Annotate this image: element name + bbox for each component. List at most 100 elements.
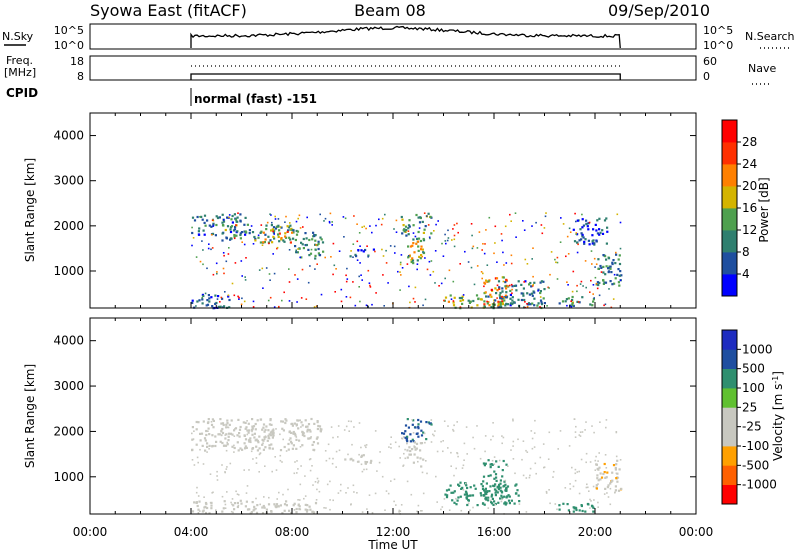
power-cell bbox=[271, 221, 273, 224]
power-cell bbox=[462, 294, 465, 296]
power-cell bbox=[476, 247, 479, 249]
power-cell bbox=[607, 257, 611, 260]
velocity-cell bbox=[493, 463, 496, 465]
velocity-cell bbox=[482, 502, 485, 505]
colorbar-tick-label: 100 bbox=[742, 381, 765, 395]
velocity-cell bbox=[325, 507, 327, 509]
power-cell bbox=[418, 221, 422, 224]
power-cell bbox=[299, 256, 301, 259]
power-cell bbox=[233, 228, 237, 231]
power-cell bbox=[317, 247, 320, 251]
power-cell bbox=[317, 252, 320, 255]
velocity-cell bbox=[579, 431, 582, 433]
velocity-cell bbox=[298, 439, 301, 442]
power-cell bbox=[424, 225, 427, 228]
power-cell bbox=[283, 240, 286, 243]
power-cell bbox=[211, 305, 214, 308]
velocity-cell bbox=[617, 477, 620, 479]
colorbar-swatch bbox=[722, 164, 737, 187]
velocity-cell bbox=[606, 492, 608, 494]
velocity-cell bbox=[412, 461, 415, 464]
power-cell bbox=[378, 218, 380, 221]
velocity-cell bbox=[196, 504, 199, 508]
velocity-cell bbox=[244, 445, 247, 448]
velocity-cell bbox=[264, 435, 267, 437]
velocity-cell bbox=[507, 499, 511, 502]
power-cell bbox=[470, 266, 473, 269]
power-cell bbox=[271, 241, 274, 244]
power-cell bbox=[268, 273, 271, 275]
velocity-cell bbox=[498, 488, 501, 491]
power-cell bbox=[464, 250, 466, 253]
power-cell bbox=[618, 274, 621, 277]
velocity-cell bbox=[370, 459, 373, 462]
velocity-cell bbox=[501, 442, 503, 445]
velocity-cell bbox=[306, 425, 309, 428]
velocity-cell bbox=[447, 425, 449, 427]
velocity-cell bbox=[319, 427, 322, 430]
velocity-cell bbox=[270, 434, 273, 437]
velocity-cell bbox=[195, 420, 198, 424]
velocity-cell bbox=[399, 510, 402, 512]
colorbar-swatch bbox=[722, 274, 737, 297]
velocity-cell bbox=[517, 438, 519, 441]
velocity-cell bbox=[435, 475, 437, 478]
power-cell bbox=[602, 265, 605, 268]
power-cell bbox=[609, 267, 612, 270]
power-cell bbox=[539, 281, 542, 284]
velocity-cell bbox=[512, 418, 514, 421]
power-cell bbox=[478, 231, 481, 233]
velocity-cell bbox=[548, 431, 551, 434]
power-cell bbox=[619, 247, 622, 250]
velocity-cell bbox=[192, 438, 195, 440]
power-cell bbox=[447, 229, 449, 232]
velocity-cell bbox=[489, 499, 492, 502]
velocity-cell bbox=[313, 448, 316, 451]
velocity-cell bbox=[585, 421, 587, 423]
velocity-cell bbox=[256, 439, 259, 442]
velocity-cell bbox=[515, 492, 518, 495]
velocity-cell bbox=[479, 457, 482, 460]
power-cell bbox=[395, 231, 398, 233]
velocity-cell bbox=[535, 472, 537, 475]
colorbar-tick-label: 4 bbox=[742, 267, 750, 281]
velocity-cell bbox=[485, 496, 488, 499]
freq-tick-top: 18 bbox=[70, 55, 84, 68]
power-cell bbox=[368, 282, 371, 284]
colorbar-tick-label: 28 bbox=[742, 135, 757, 149]
power-cell bbox=[278, 305, 280, 308]
velocity-cell bbox=[271, 433, 274, 436]
velocity-cell bbox=[607, 484, 610, 487]
x-ticklabels: 00:00 04:00 08:00 12:00 16:00 20:00 00:00 bbox=[73, 525, 714, 539]
velocity-cell bbox=[376, 470, 378, 472]
power-cell bbox=[472, 245, 475, 248]
velocity-cell bbox=[226, 422, 229, 425]
power-cell bbox=[499, 291, 502, 295]
power-cell bbox=[497, 303, 500, 306]
power-cell bbox=[364, 248, 367, 252]
x-tick-label: 00:00 bbox=[679, 525, 714, 539]
velocity-cell bbox=[283, 503, 287, 506]
power-cell bbox=[402, 224, 405, 227]
power-cell bbox=[514, 284, 518, 287]
power-cell bbox=[296, 301, 298, 303]
velocity-cell bbox=[230, 419, 233, 422]
velocity-cell bbox=[589, 507, 591, 509]
power-cell bbox=[222, 224, 225, 227]
power-cell bbox=[239, 232, 242, 235]
power-cell bbox=[505, 287, 508, 290]
power-cell bbox=[287, 226, 291, 229]
power-cell bbox=[505, 296, 508, 299]
power-cell bbox=[294, 245, 297, 248]
power-cell bbox=[365, 227, 367, 230]
power-cell bbox=[526, 263, 529, 265]
power-cell bbox=[411, 244, 414, 247]
velocity-cell bbox=[574, 431, 577, 433]
velocity-cell bbox=[581, 509, 584, 513]
velocity-cell bbox=[319, 429, 322, 432]
power-cell bbox=[292, 231, 295, 234]
power-cell bbox=[565, 255, 567, 258]
power-cell bbox=[331, 224, 333, 226]
velocity-cell bbox=[210, 504, 213, 507]
velocity-cell bbox=[255, 507, 257, 510]
